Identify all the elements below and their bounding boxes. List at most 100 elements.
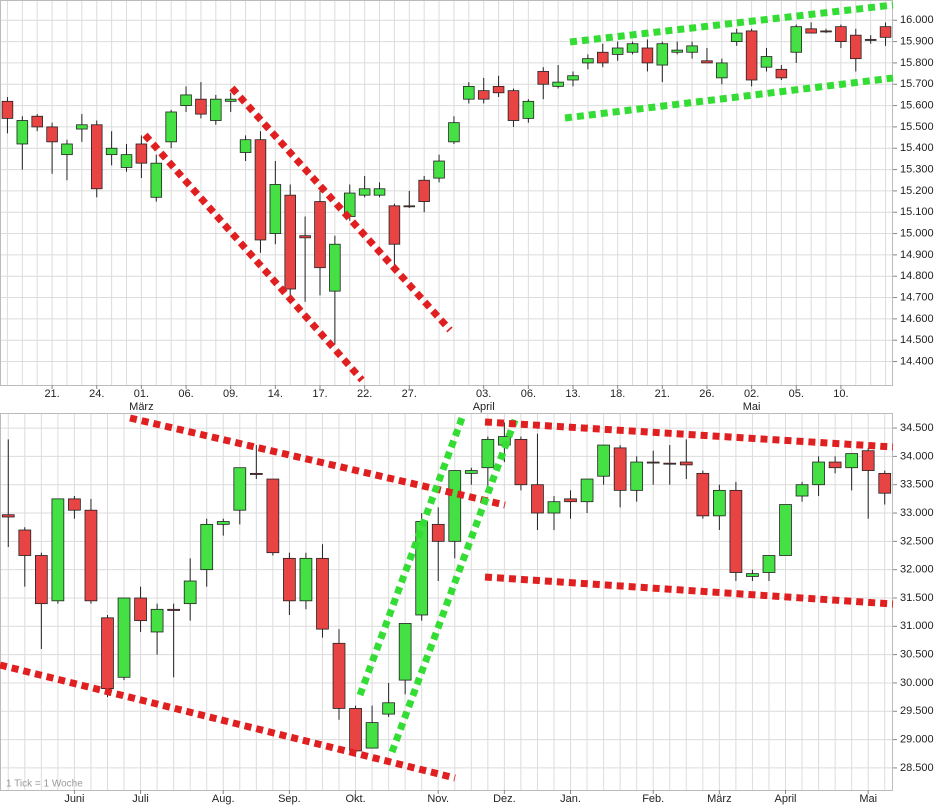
x-tick-label: Sep. — [278, 793, 301, 805]
x-tick-label: 01. — [134, 388, 149, 400]
candle-body — [760, 56, 773, 68]
y-tick-label: 15.900 — [900, 35, 934, 47]
candle-body — [820, 30, 832, 33]
candle-body — [31, 115, 43, 128]
candle-body — [507, 90, 520, 121]
x-tick-label: 13. — [565, 388, 580, 400]
candle-body — [210, 98, 222, 121]
candle-body — [630, 461, 644, 491]
candle-body — [716, 62, 728, 79]
y-tick-label: 34.000 — [900, 450, 934, 462]
candle-body — [835, 26, 847, 42]
candle-body — [349, 708, 362, 752]
candle-body — [582, 58, 594, 64]
candle-body — [84, 509, 98, 602]
candle-body — [388, 205, 401, 245]
candle-body — [878, 472, 892, 494]
candle-body — [762, 555, 776, 573]
x-tick-label: 14. — [268, 388, 283, 400]
candle-body — [552, 81, 564, 87]
candle-body — [547, 501, 561, 514]
candle-body — [656, 43, 669, 66]
candle-body — [448, 470, 462, 542]
candle-body — [481, 438, 495, 469]
candle-body — [150, 608, 164, 633]
candle-body — [299, 235, 311, 239]
y-tick-label: 14.800 — [900, 270, 934, 282]
x-tick-label: März — [707, 793, 731, 805]
candle-body — [779, 504, 792, 556]
candle-body — [850, 34, 862, 60]
candle-body — [828, 461, 842, 469]
y-tick-label: 14.700 — [900, 291, 934, 303]
candle-body — [105, 147, 118, 156]
candle-body — [492, 85, 505, 94]
y-tick-label: 29.000 — [900, 733, 934, 745]
candle-body — [61, 143, 73, 156]
candle-body — [249, 472, 263, 475]
x-tick-label: Nov. — [427, 793, 449, 805]
candle-body — [431, 523, 445, 542]
x-tick-label: 18. — [610, 388, 625, 400]
x-tick-label: Juni — [64, 793, 84, 805]
candle-body — [663, 462, 677, 465]
candle-body — [269, 184, 282, 234]
y-tick-label: 15.300 — [900, 163, 934, 175]
candle-body — [626, 43, 639, 53]
x-tick-label: 21. — [44, 388, 59, 400]
plot-frame — [0, 0, 893, 386]
candle-body — [845, 453, 859, 469]
x-tick-label: 27. — [402, 388, 417, 400]
candle-body — [679, 461, 693, 466]
candle-body — [448, 122, 460, 143]
candle-body — [382, 702, 395, 715]
candle-body — [861, 450, 875, 471]
y-tick-label: 16.000 — [900, 14, 934, 26]
y-tick-label: 15.000 — [900, 227, 934, 239]
candle-body — [879, 26, 892, 38]
candle-body — [1, 100, 14, 119]
candle-body — [358, 188, 371, 196]
y-tick-label: 15.400 — [900, 142, 934, 154]
y-tick-label: 30.000 — [900, 677, 934, 689]
y-tick-label: 14.600 — [900, 313, 934, 325]
y-tick-label: 31.500 — [900, 592, 934, 604]
y-tick-label: 30.500 — [900, 649, 934, 661]
trend-line — [142, 132, 365, 383]
candle-body — [254, 139, 267, 241]
y-tick-label: 15.200 — [900, 185, 934, 197]
y-tick-label: 15.700 — [900, 78, 934, 90]
candle-body — [403, 205, 416, 208]
x-tick-label: 10. — [833, 388, 848, 400]
candle-body — [195, 98, 207, 115]
candle-body — [90, 124, 103, 190]
x-sublabel: März — [129, 401, 153, 413]
candle-body — [299, 557, 313, 602]
x-tick-label: 17. — [312, 388, 327, 400]
x-tick-label: 09. — [223, 388, 238, 400]
candle-body — [283, 557, 296, 602]
x-tick-label: Aug. — [212, 793, 235, 805]
x-tick-label: 21. — [655, 388, 670, 400]
candle-body — [224, 98, 237, 102]
candle-body — [812, 461, 825, 486]
candle-body — [18, 529, 32, 556]
y-tick-label: 14.500 — [900, 334, 934, 346]
x-tick-label: 22. — [357, 388, 372, 400]
y-tick-label: 33.000 — [900, 507, 934, 519]
candle-body — [564, 498, 577, 503]
trend-line — [356, 416, 466, 697]
trend-line — [129, 414, 506, 509]
candle-body — [165, 111, 177, 143]
candle-body — [531, 484, 544, 514]
candle-body — [514, 438, 528, 486]
candle-body — [701, 60, 713, 64]
candle-body — [101, 617, 114, 690]
candle-body — [805, 28, 817, 34]
candle-body — [795, 484, 809, 497]
candle-body — [200, 523, 214, 571]
y-tick-label: 34.500 — [900, 422, 934, 434]
candle-body — [51, 498, 65, 602]
candle-body — [775, 68, 788, 79]
x-tick-label: 02. — [744, 388, 759, 400]
